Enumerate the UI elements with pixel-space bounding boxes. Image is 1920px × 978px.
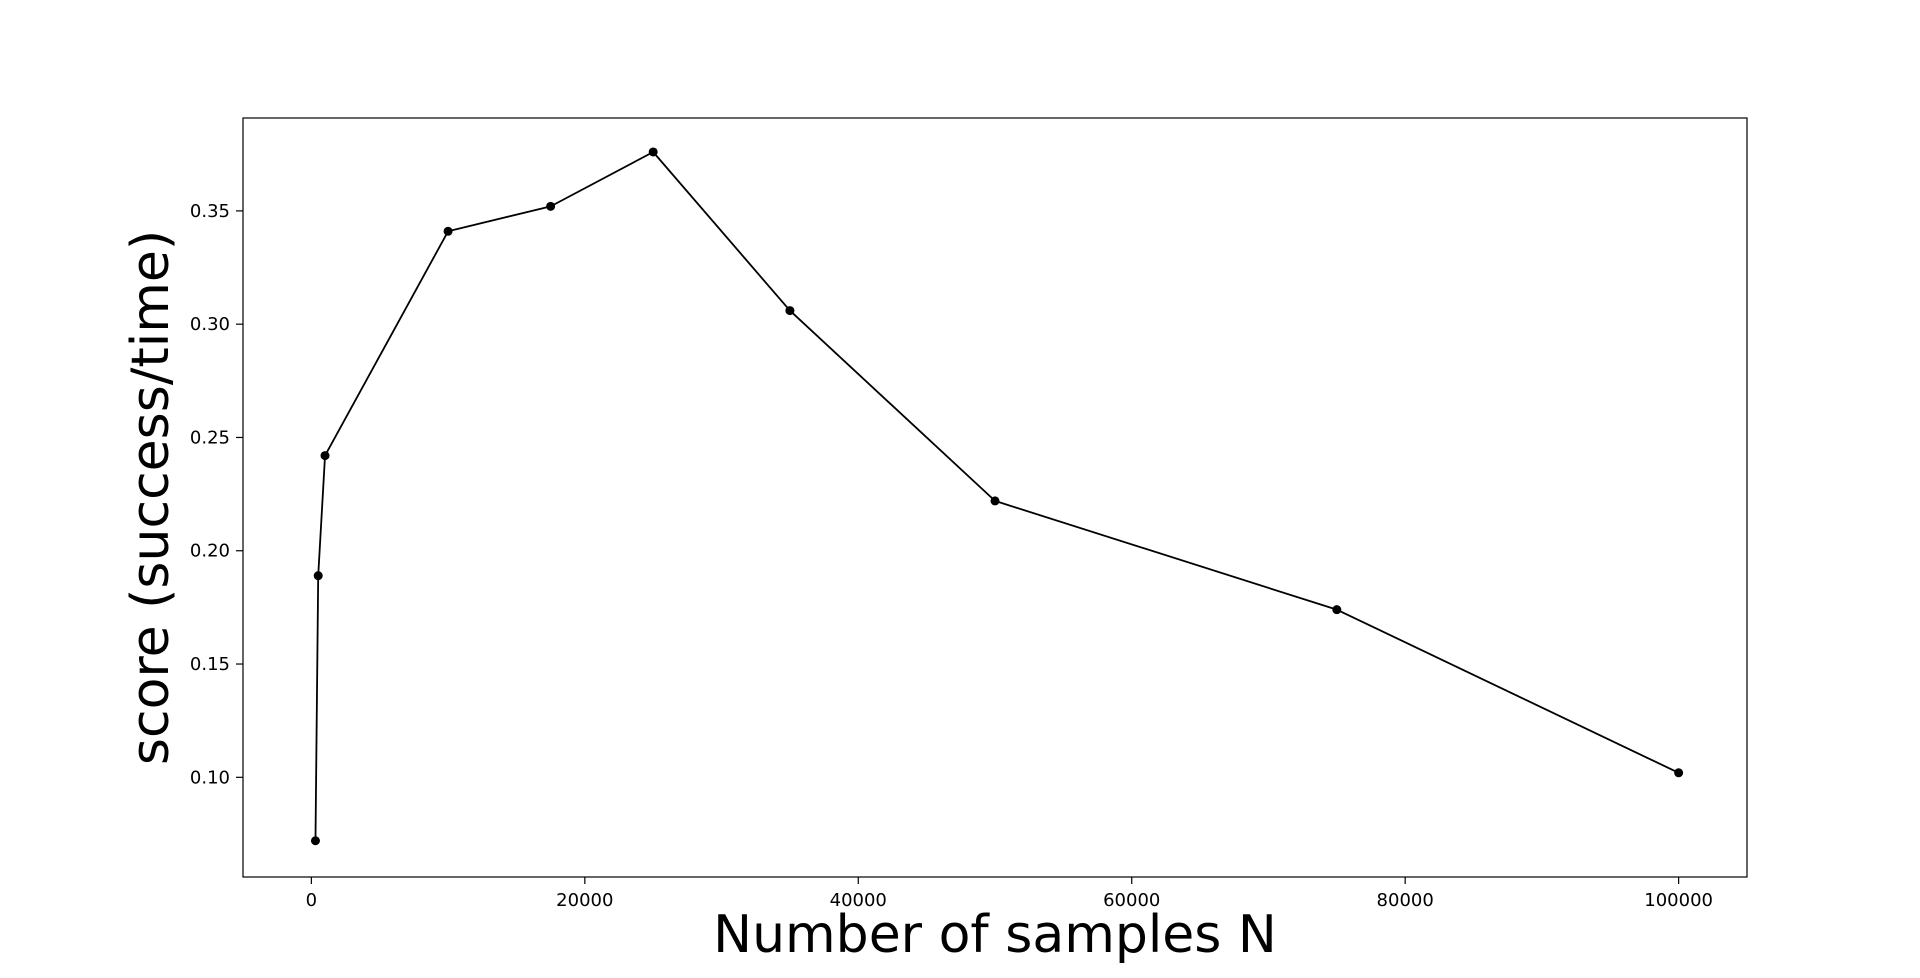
y-tick-label: 0.25	[190, 427, 230, 448]
series-line	[314, 151, 1680, 841]
x-tick-label: 40000	[830, 890, 887, 911]
data-point	[648, 147, 658, 157]
data-point	[990, 496, 1000, 506]
y-tick-label: 0.15	[190, 654, 230, 675]
data-point	[320, 451, 330, 461]
y-axis: 0.10 0.15 0.20 0.25 0.30 0.35	[190, 201, 243, 788]
y-tick-label: 0.30	[190, 314, 230, 335]
x-tick-label: 60000	[1103, 890, 1160, 911]
data-point	[785, 306, 795, 316]
x-axis-title: Number of samples N	[713, 905, 1277, 965]
x-tick-label: 100000	[1644, 890, 1713, 911]
plot-area	[242, 117, 1748, 878]
x-tick-label: 20000	[556, 890, 613, 911]
y-axis-title: score (success/time)	[121, 230, 181, 765]
x-tick-label: 0	[306, 890, 317, 911]
series-group	[310, 147, 1684, 846]
data-point	[443, 226, 453, 236]
y-tick-label: 0.10	[190, 767, 230, 788]
data-point	[546, 201, 556, 211]
y-tick-label: 0.35	[190, 201, 230, 222]
data-point	[313, 571, 323, 581]
data-point	[310, 836, 320, 846]
x-tick-label: 80000	[1377, 890, 1434, 911]
data-point	[1674, 768, 1684, 778]
y-tick-label: 0.20	[190, 541, 230, 562]
plot-frame	[242, 117, 1748, 878]
data-point	[1332, 605, 1342, 615]
x-axis: 0 20000 40000 60000 80000 100000	[306, 877, 1713, 911]
